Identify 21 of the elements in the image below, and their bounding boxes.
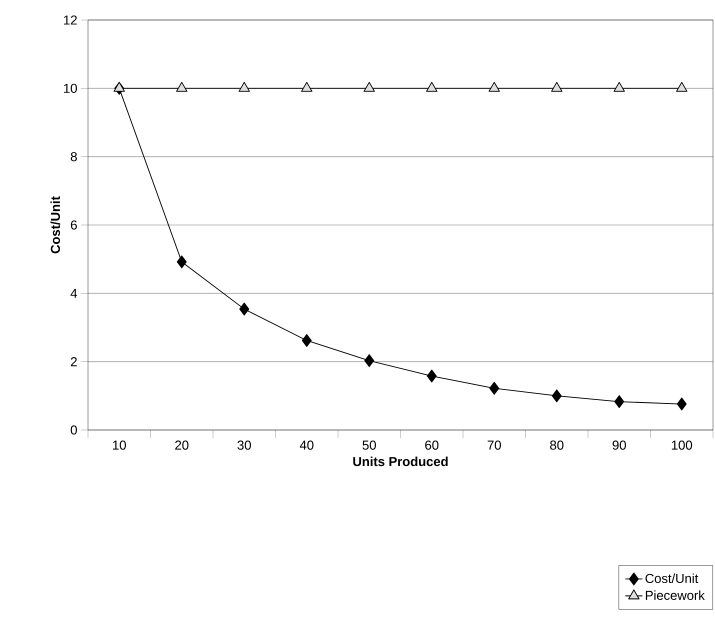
x-tick-label: 30 xyxy=(238,440,251,450)
y-tick-label: 10 xyxy=(64,84,77,93)
x-tick-label: 90 xyxy=(612,440,626,450)
x-tick-label: 60 xyxy=(425,440,438,450)
x-axis-title: Units Produced xyxy=(353,456,448,466)
x-tick-label: 10 xyxy=(113,440,126,450)
x-tick-label: 20 xyxy=(175,440,188,450)
x-tick-label: 80 xyxy=(550,440,564,450)
y-tick-label: 4 xyxy=(70,288,78,298)
x-tick-label: 40 xyxy=(300,440,314,450)
y-tick-label: 2 xyxy=(70,357,77,366)
y-tick-label: 6 xyxy=(70,220,77,230)
y-tick-label: 0 xyxy=(70,425,77,435)
legend-label: Cost/Unit xyxy=(645,574,698,584)
y-tick-label: 8 xyxy=(70,152,77,162)
x-tick-label: 70 xyxy=(488,440,501,450)
legend-label: Piecework xyxy=(646,590,705,600)
y-axis-title: Cost/Unit xyxy=(50,196,60,254)
y-tick-label: 12 xyxy=(64,15,77,25)
x-tick-label: 50 xyxy=(362,440,376,450)
x-tick-label: 100 xyxy=(672,440,692,450)
